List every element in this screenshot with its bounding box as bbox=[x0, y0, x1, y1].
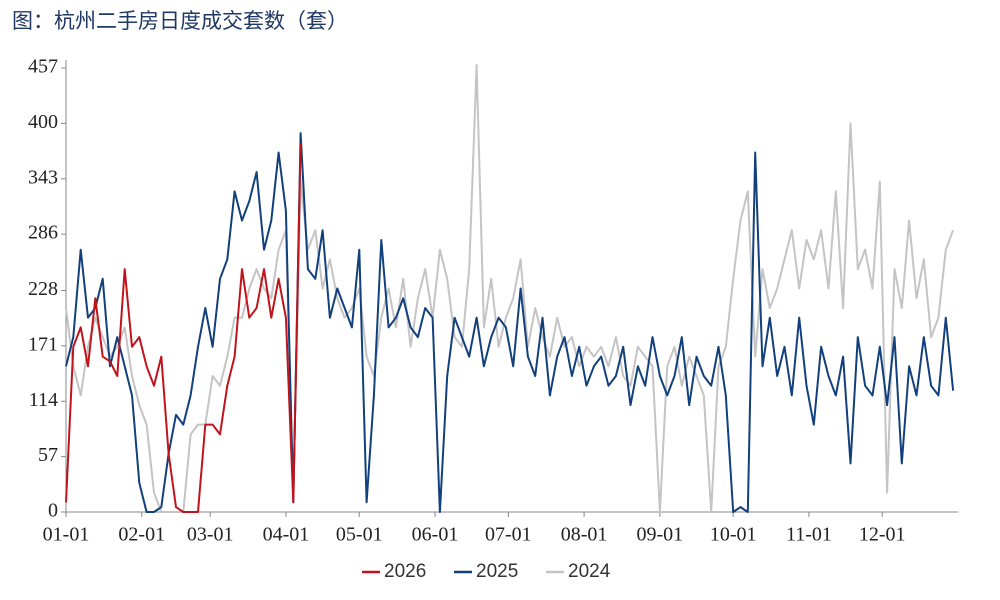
series-line bbox=[65, 132, 955, 513]
series-line bbox=[65, 142, 302, 513]
x-tick-label: 01-01 bbox=[43, 524, 90, 546]
x-tick-label: 12-01 bbox=[859, 524, 906, 546]
x-tick-label: 04-01 bbox=[263, 524, 310, 546]
x-tick-label: 06-01 bbox=[412, 524, 459, 546]
y-tick-label: 114 bbox=[29, 389, 58, 411]
x-tick-label: 05-01 bbox=[336, 524, 383, 546]
chart-title: 图：杭州二手房日度成交套数（套） bbox=[12, 9, 348, 33]
y-tick-label: 0 bbox=[48, 500, 58, 522]
legend-label: 2024 bbox=[568, 561, 611, 582]
y-tick-label: 228 bbox=[28, 278, 58, 300]
legend-label: 2025 bbox=[476, 561, 518, 582]
x-tick-label: 03-01 bbox=[187, 524, 234, 546]
x-tick-label: 02-01 bbox=[118, 524, 165, 546]
y-tick-label: 457 bbox=[28, 56, 58, 78]
x-tick-label: 08-01 bbox=[561, 524, 608, 546]
y-tick-label: 57 bbox=[38, 444, 58, 466]
y-tick-label: 171 bbox=[28, 333, 58, 355]
x-tick-label: 09-01 bbox=[637, 524, 684, 546]
x-tick-label: 07-01 bbox=[485, 524, 532, 546]
x-tick-label: 11-01 bbox=[786, 524, 832, 546]
y-tick-label: 400 bbox=[28, 111, 58, 133]
y-tick-label: 286 bbox=[28, 222, 58, 244]
x-tick-label: 10-01 bbox=[710, 524, 757, 546]
legend-label: 2026 bbox=[384, 561, 426, 582]
series-line bbox=[65, 64, 955, 513]
y-tick-label: 343 bbox=[28, 166, 58, 188]
